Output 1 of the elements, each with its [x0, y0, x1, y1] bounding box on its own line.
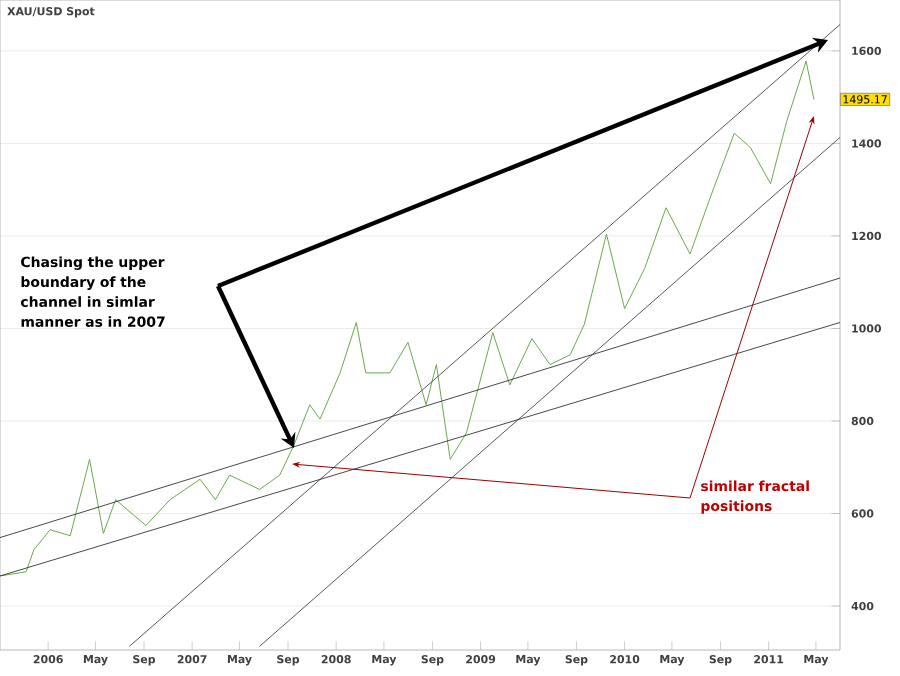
- line-series: [0, 60, 815, 577]
